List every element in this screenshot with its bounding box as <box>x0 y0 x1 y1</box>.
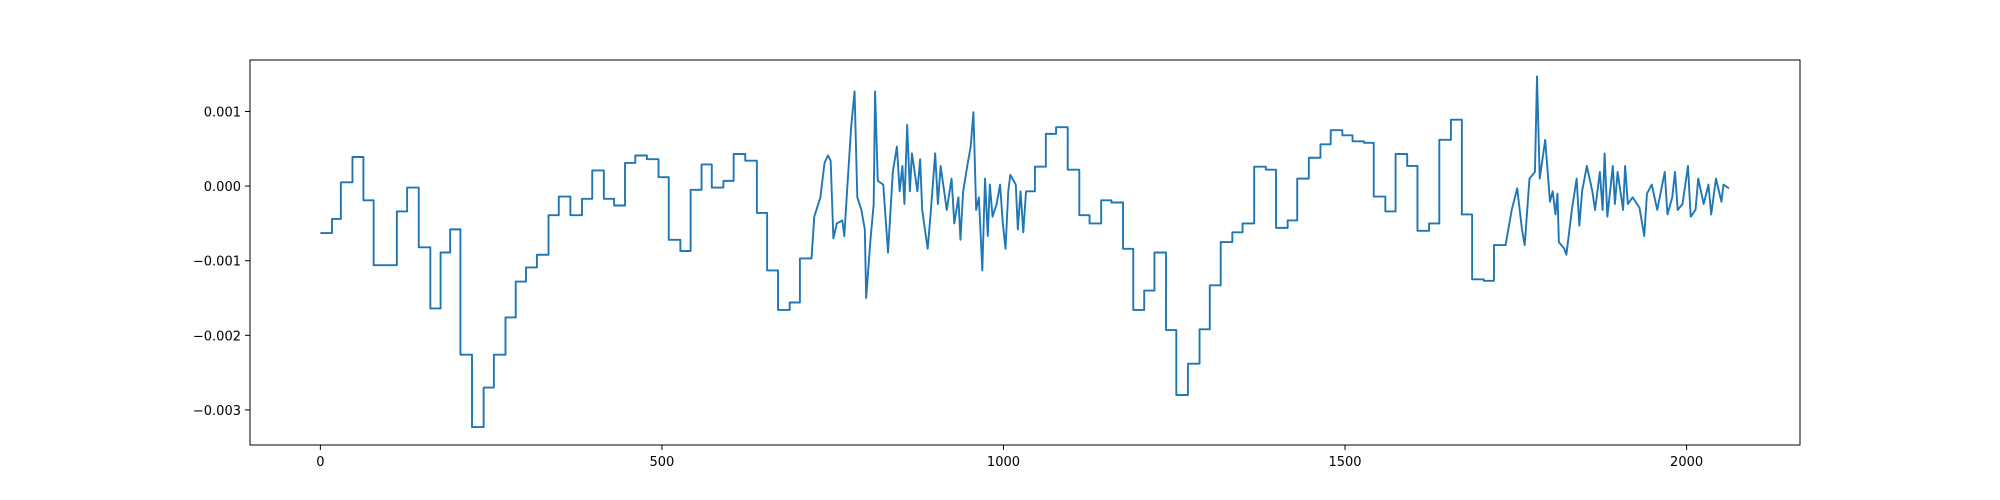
x-tick-label: 2000 <box>1670 455 1703 470</box>
y-tick-label: −0.003 <box>193 404 241 419</box>
line <box>320 75 1730 429</box>
x-tick-label: 0 <box>316 455 324 470</box>
y-tick-label: 0.000 <box>204 180 241 195</box>
x-tick-label: 500 <box>650 455 675 470</box>
y-tick-label: −0.002 <box>193 329 241 344</box>
x-tick-label: 1000 <box>987 455 1020 470</box>
plot-frame <box>249 59 1801 446</box>
y-tick-label: 0.001 <box>204 105 241 120</box>
x-tick-label: 1500 <box>1328 455 1361 470</box>
y-tick-label: −0.001 <box>193 255 241 270</box>
